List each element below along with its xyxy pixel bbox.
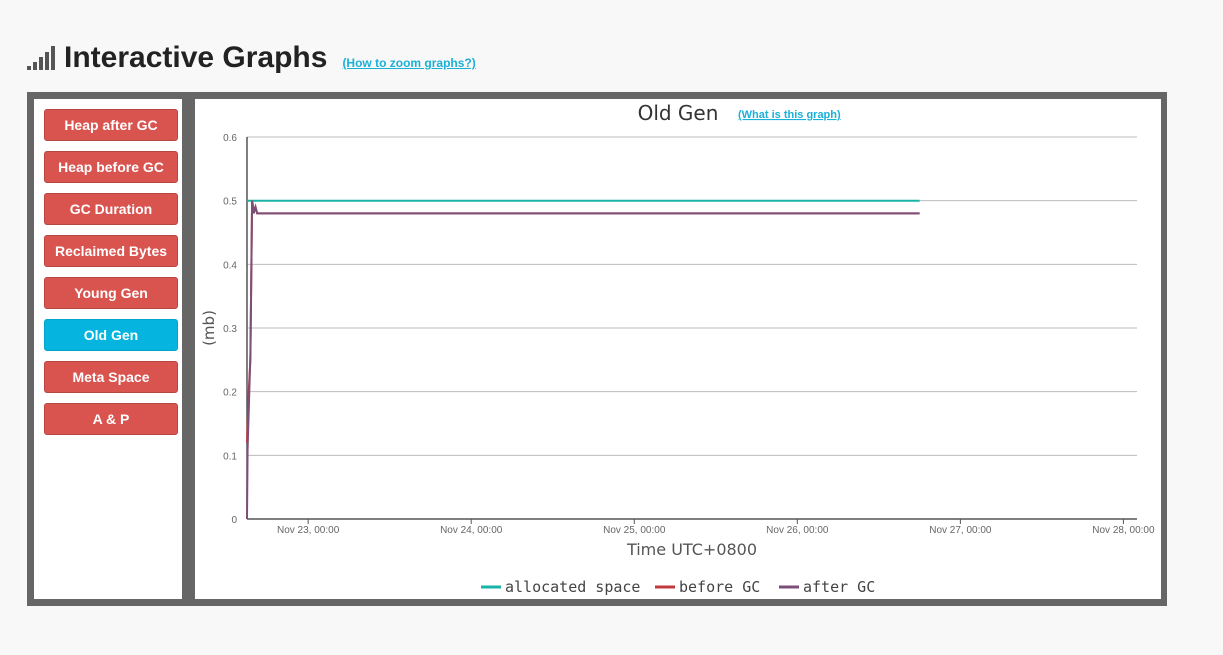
heap-after-gc-button[interactable]: Heap after GC xyxy=(44,109,178,141)
old-gen-button[interactable]: Old Gen xyxy=(44,319,178,351)
y-tick-label: 0.3 xyxy=(223,324,237,335)
page-header: Interactive Graphs (How to zoom graphs?) xyxy=(27,38,476,78)
y-axis-label: (mb) xyxy=(200,310,218,346)
x-tick-label: Nov 24, 00:00 xyxy=(440,525,503,536)
legend-label: allocated space xyxy=(505,578,640,596)
graph-sidebar: Heap after GC Heap before GC GC Duration… xyxy=(34,99,182,599)
x-tick-label: Nov 25, 00:00 xyxy=(603,525,666,536)
legend-label: after GC xyxy=(803,578,875,596)
y-tick-label: 0.2 xyxy=(223,388,237,399)
young-gen-button[interactable]: Young Gen xyxy=(44,277,178,309)
signal-bars-icon xyxy=(27,46,55,70)
x-tick-label: Nov 26, 00:00 xyxy=(766,525,829,536)
series-line-after-gc xyxy=(246,200,920,520)
old-gen-chart[interactable]: Old Gen (What is this graph) 0 0.1 0.2 0.3 0.4… xyxy=(195,99,1161,599)
page-title: Interactive Graphs xyxy=(64,41,328,74)
y-tick-label: 0.6 xyxy=(223,133,237,144)
x-tick-label: Nov 28, 00:00 xyxy=(1092,525,1155,536)
legend-label: before GC xyxy=(679,578,760,596)
a-and-p-button[interactable]: A & P xyxy=(44,403,178,435)
y-tick-label: 0.4 xyxy=(223,260,237,271)
graph-panel: Old Gen (What is this graph) 0 0.1 0.2 0.3 0.4… xyxy=(195,99,1161,599)
reclaimed-bytes-button[interactable]: Reclaimed Bytes xyxy=(44,235,178,267)
graphs-frame: Heap after GC Heap before GC GC Duration… xyxy=(27,92,1167,606)
x-tick-label: Nov 23, 00:00 xyxy=(277,525,340,536)
y-tick-label: 0 xyxy=(231,515,237,526)
zoom-help-link[interactable]: (How to zoom graphs?) xyxy=(342,56,476,70)
x-axis-label: Time UTC+0800 xyxy=(626,540,757,559)
y-tick-label: 0.1 xyxy=(223,451,237,462)
chart-title: Old Gen xyxy=(638,101,719,125)
series-line-before-gc xyxy=(246,200,920,443)
heap-before-gc-button[interactable]: Heap before GC xyxy=(44,151,178,183)
x-tick-label: Nov 27, 00:00 xyxy=(929,525,992,536)
graph-help-link[interactable]: (What is this graph) xyxy=(738,109,841,121)
gc-duration-button[interactable]: GC Duration xyxy=(44,193,178,225)
y-tick-label: 0.5 xyxy=(223,197,237,208)
meta-space-button[interactable]: Meta Space xyxy=(44,361,178,393)
